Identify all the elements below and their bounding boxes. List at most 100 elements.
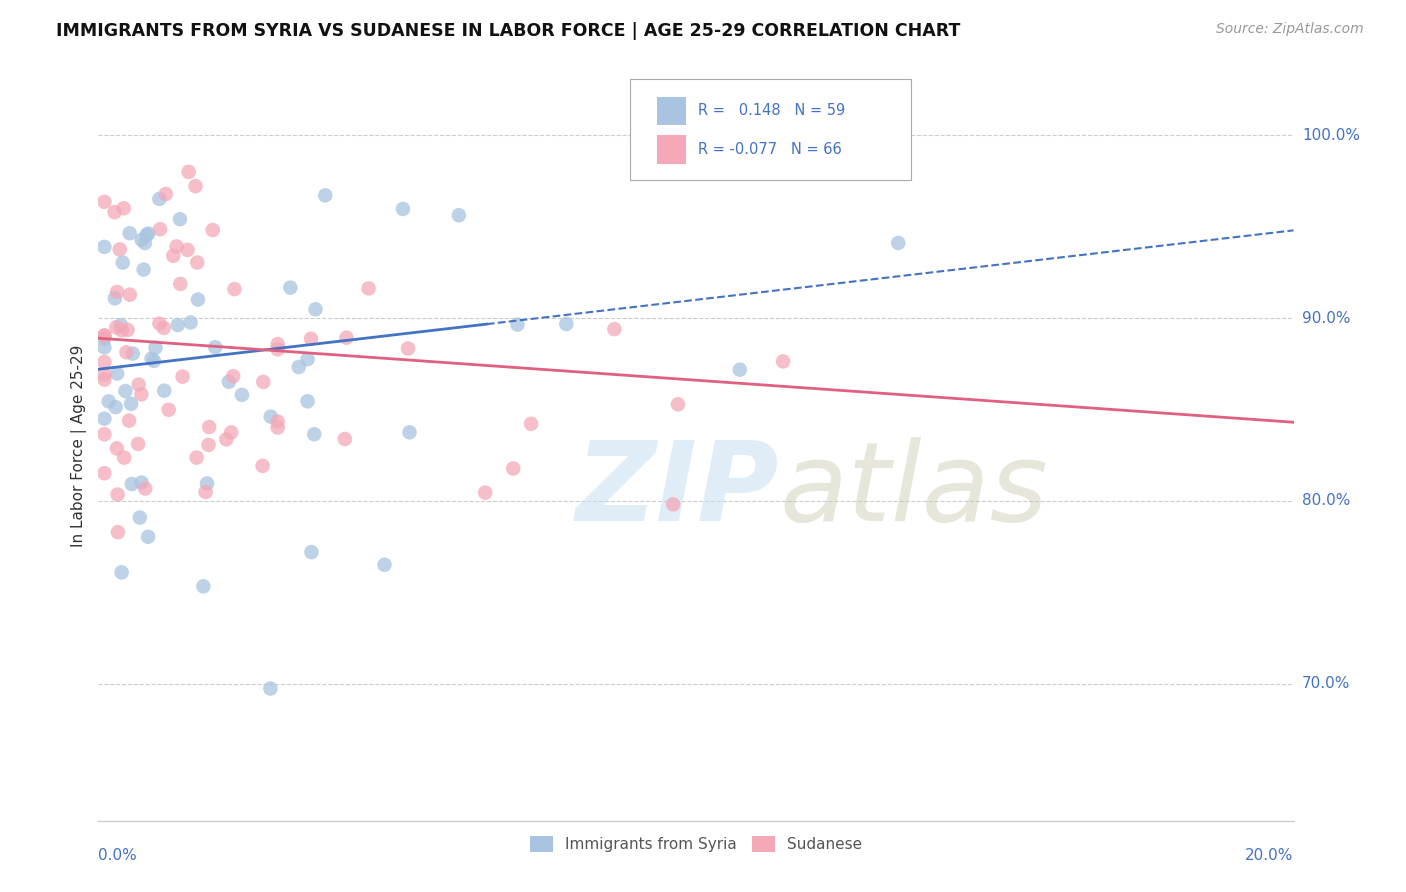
Point bbox=[93, 340, 115, 354]
Point bbox=[186, 450, 208, 465]
Point bbox=[398, 425, 420, 440]
Point bbox=[105, 320, 128, 334]
Point bbox=[105, 367, 128, 381]
Point bbox=[335, 331, 357, 345]
Point bbox=[252, 375, 274, 389]
Text: ZIP: ZIP bbox=[576, 437, 779, 544]
FancyBboxPatch shape bbox=[657, 96, 686, 125]
Point bbox=[252, 458, 274, 473]
Point bbox=[787, 159, 810, 173]
Point bbox=[132, 262, 155, 277]
Point bbox=[111, 255, 134, 269]
Point bbox=[112, 202, 135, 216]
Point bbox=[555, 317, 578, 331]
Text: 0.0%: 0.0% bbox=[98, 848, 138, 863]
Legend: Immigrants from Syria, Sudanese: Immigrants from Syria, Sudanese bbox=[523, 830, 869, 858]
Point bbox=[105, 442, 128, 456]
Point bbox=[224, 282, 246, 296]
Point bbox=[187, 293, 209, 307]
Point bbox=[392, 202, 415, 216]
Point bbox=[887, 235, 910, 250]
Point bbox=[93, 328, 115, 343]
Point bbox=[184, 179, 207, 194]
Point bbox=[121, 346, 143, 360]
Text: atlas: atlas bbox=[779, 437, 1049, 544]
Point bbox=[112, 450, 135, 465]
Point bbox=[128, 377, 150, 392]
Point bbox=[662, 497, 685, 511]
Point bbox=[299, 332, 322, 346]
Point bbox=[105, 285, 128, 299]
Point bbox=[169, 277, 191, 291]
Point bbox=[111, 323, 134, 337]
Text: 70.0%: 70.0% bbox=[1302, 676, 1350, 691]
Point bbox=[231, 388, 253, 402]
Point bbox=[145, 341, 167, 355]
Point bbox=[260, 409, 283, 424]
Point bbox=[131, 233, 153, 247]
Point bbox=[93, 240, 115, 254]
Point bbox=[93, 373, 115, 387]
Point bbox=[131, 387, 153, 401]
Point bbox=[153, 384, 176, 398]
Point bbox=[135, 227, 157, 242]
Text: IMMIGRANTS FROM SYRIA VS SUDANESE IN LABOR FORCE | AGE 25-29 CORRELATION CHART: IMMIGRANTS FROM SYRIA VS SUDANESE IN LAB… bbox=[56, 22, 960, 40]
Point bbox=[97, 394, 120, 409]
Point bbox=[120, 397, 142, 411]
Point bbox=[197, 438, 219, 452]
Point bbox=[142, 354, 165, 368]
Point bbox=[110, 318, 132, 333]
Point bbox=[301, 545, 323, 559]
Point bbox=[148, 317, 170, 331]
Point bbox=[166, 239, 188, 253]
Point bbox=[110, 566, 132, 580]
Point bbox=[186, 255, 208, 269]
Text: 90.0%: 90.0% bbox=[1302, 310, 1350, 326]
Point bbox=[157, 402, 180, 417]
Point bbox=[267, 343, 290, 357]
Point bbox=[108, 243, 131, 257]
Point bbox=[215, 433, 238, 447]
Point bbox=[280, 280, 302, 294]
Point bbox=[259, 681, 281, 696]
Point bbox=[219, 425, 242, 440]
Point bbox=[666, 397, 689, 411]
Point bbox=[297, 352, 319, 367]
Point bbox=[134, 235, 156, 250]
Point bbox=[93, 331, 115, 345]
Point bbox=[104, 400, 127, 414]
Point bbox=[118, 226, 141, 240]
Point bbox=[93, 427, 115, 442]
Y-axis label: In Labor Force | Age 25-29: In Labor Force | Age 25-29 bbox=[72, 345, 87, 547]
Point bbox=[787, 141, 810, 155]
Point bbox=[267, 414, 290, 428]
FancyBboxPatch shape bbox=[657, 136, 686, 164]
Point bbox=[373, 558, 395, 572]
Point bbox=[152, 321, 174, 335]
Point bbox=[136, 530, 159, 544]
Point bbox=[502, 461, 524, 475]
Point bbox=[314, 188, 336, 202]
Point bbox=[149, 222, 172, 236]
Text: Source: ZipAtlas.com: Source: ZipAtlas.com bbox=[1216, 22, 1364, 37]
Point bbox=[728, 362, 751, 376]
Point bbox=[297, 394, 319, 409]
Point bbox=[169, 212, 191, 227]
Point bbox=[304, 302, 326, 317]
Point bbox=[195, 476, 218, 491]
Point bbox=[846, 119, 869, 133]
Point bbox=[198, 420, 221, 434]
Text: R = -0.077   N = 66: R = -0.077 N = 66 bbox=[699, 142, 842, 157]
Point bbox=[506, 318, 529, 332]
Point bbox=[121, 477, 143, 491]
Point bbox=[93, 194, 115, 209]
Point bbox=[104, 292, 127, 306]
Point bbox=[136, 227, 159, 241]
Point bbox=[204, 340, 226, 354]
Point bbox=[180, 316, 202, 330]
Point bbox=[333, 432, 356, 446]
Point bbox=[201, 223, 224, 237]
Point bbox=[118, 414, 141, 428]
Point bbox=[172, 369, 194, 384]
FancyBboxPatch shape bbox=[630, 78, 911, 180]
